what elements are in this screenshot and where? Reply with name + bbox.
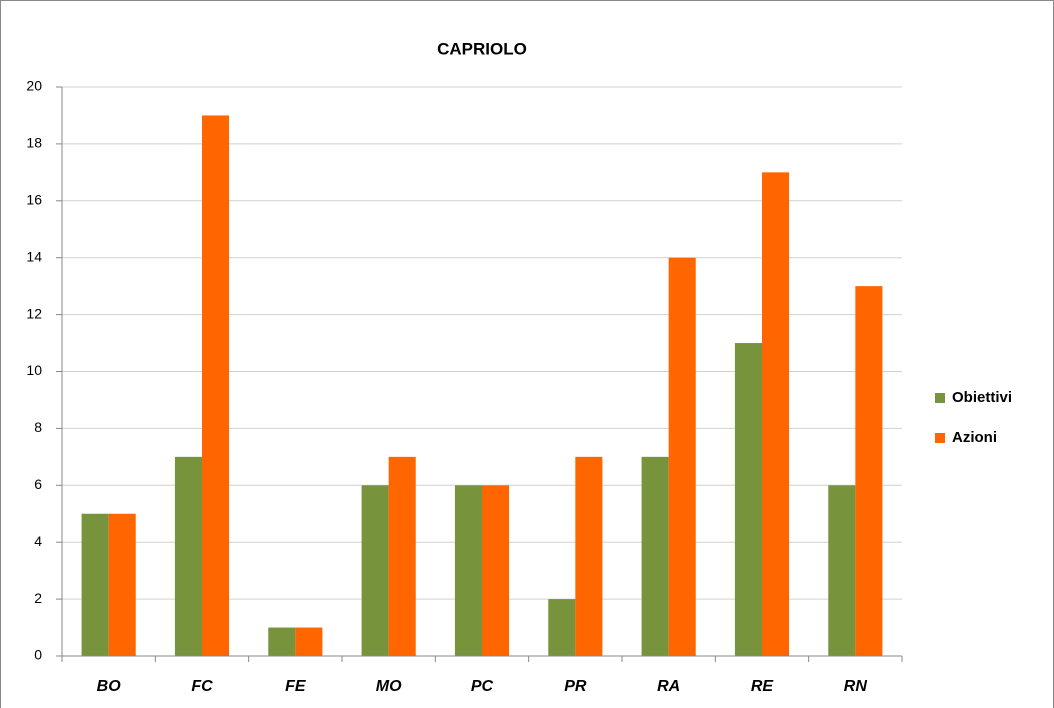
bar <box>855 286 883 656</box>
x-tick-label: FE <box>285 678 307 695</box>
bar <box>174 456 202 656</box>
bar <box>81 513 109 656</box>
y-tick-label: 6 <box>34 476 42 492</box>
y-tick-label: 20 <box>26 78 42 94</box>
x-tick-label: MO <box>376 678 402 695</box>
y-tick-label: 14 <box>26 248 42 264</box>
y-tick-label: 0 <box>34 647 42 663</box>
y-tick-label: 2 <box>34 590 42 606</box>
bar <box>388 456 416 656</box>
bar <box>668 257 696 656</box>
y-tick-label: 8 <box>34 419 42 435</box>
x-tick-label: RN <box>844 678 868 695</box>
legend-swatch <box>935 393 945 403</box>
x-tick-label: RA <box>657 678 680 695</box>
bar <box>108 513 136 656</box>
bar <box>762 172 790 656</box>
bar <box>482 485 510 656</box>
y-tick-label: 4 <box>34 533 42 549</box>
legend-label: Obiettivi <box>952 389 1012 406</box>
bar <box>575 456 603 656</box>
bar <box>828 485 856 656</box>
y-tick-label: 12 <box>26 305 42 321</box>
x-tick-label: RE <box>751 678 775 695</box>
legend-label: Azioni <box>952 429 997 446</box>
bar <box>361 485 389 656</box>
bar <box>295 627 323 656</box>
y-tick-label: 10 <box>26 362 42 378</box>
bar <box>202 115 230 656</box>
x-tick-label: FC <box>191 678 213 695</box>
y-tick-label: 16 <box>26 192 42 208</box>
y-tick-label: 18 <box>26 135 42 151</box>
bar <box>548 599 576 656</box>
bar <box>454 485 482 656</box>
chart-title: CAPRIOLO <box>437 39 527 58</box>
legend-swatch <box>935 433 945 443</box>
x-tick-label: PR <box>564 678 587 695</box>
bar <box>641 456 669 656</box>
bar <box>734 343 762 656</box>
x-tick-label: BO <box>97 678 122 695</box>
bar <box>268 627 296 656</box>
x-tick-label: PC <box>471 678 494 695</box>
